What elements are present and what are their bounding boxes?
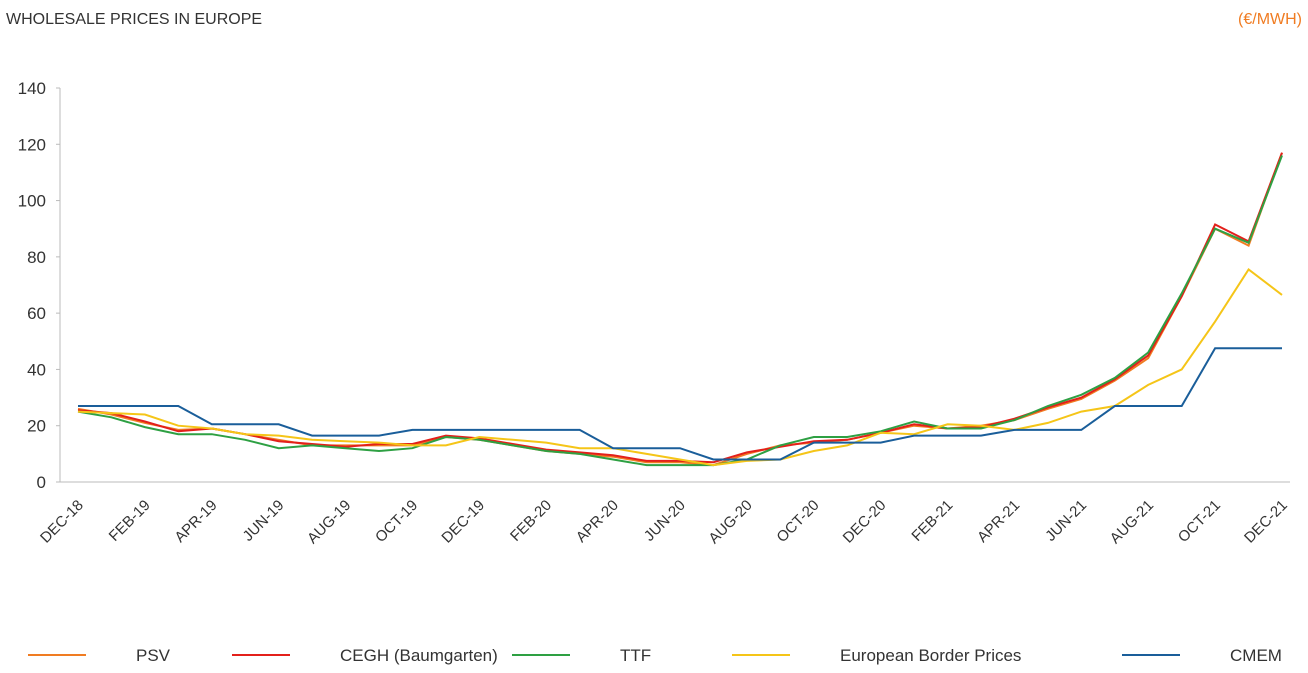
x-tick-label: APR-19 <box>171 497 220 546</box>
y-tick-label: 40 <box>27 360 46 379</box>
x-tick-label: APR-20 <box>573 497 622 546</box>
unit-label: (€/MWH) <box>1238 11 1302 28</box>
x-tick-label: OCT-20 <box>773 497 822 546</box>
series-line <box>78 347 1282 461</box>
x-tick-label: DEC-20 <box>840 497 890 547</box>
x-tick-label: DEC-19 <box>438 497 488 547</box>
y-tick-label: 140 <box>18 79 46 98</box>
x-tick-label: AUG-19 <box>304 497 354 547</box>
x-tick-label: AUG-21 <box>1107 497 1157 547</box>
x-tick-label: FEB-19 <box>106 497 154 545</box>
x-tick-label: OCT-19 <box>372 497 421 546</box>
y-tick-label: 60 <box>27 304 46 323</box>
x-tick-label: JUN-21 <box>1042 497 1090 545</box>
y-tick-label: 20 <box>27 417 46 436</box>
legend-label: CEGH (Baumgarten) <box>340 646 498 665</box>
y-tick-label: 120 <box>18 135 46 154</box>
x-tick-label: AUG-20 <box>705 497 755 547</box>
series-line <box>77 152 1283 464</box>
legend-label: PSV <box>136 646 171 665</box>
series-line <box>77 268 1283 467</box>
x-tick-label: FEB-20 <box>507 497 555 545</box>
x-tick-label: DEC-21 <box>1241 497 1291 547</box>
series-line <box>77 152 1283 467</box>
y-tick-label: 0 <box>37 473 46 492</box>
x-tick-label: JUN-20 <box>641 497 689 545</box>
series-line <box>77 155 1283 467</box>
legend-label: European Border Prices <box>840 646 1021 665</box>
x-tick-label: DEC-18 <box>37 497 87 547</box>
legend-label: TTF <box>620 646 651 665</box>
x-tick-label: OCT-21 <box>1175 497 1224 546</box>
y-tick-label: 80 <box>27 248 46 267</box>
x-tick-label: APR-21 <box>974 497 1023 546</box>
y-tick-label: 100 <box>18 192 46 211</box>
legend-label: CMEM <box>1230 646 1282 665</box>
chart-title: WHOLESALE PRICES IN EUROPE <box>6 11 262 28</box>
x-tick-label: JUN-19 <box>240 497 288 545</box>
x-tick-label: FEB-21 <box>908 497 956 545</box>
